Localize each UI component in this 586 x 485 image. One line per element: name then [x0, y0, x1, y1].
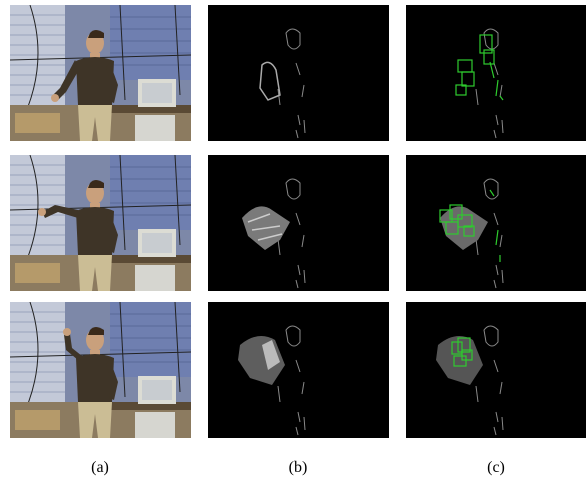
motion-row-3	[208, 302, 389, 438]
motion-row-1	[208, 5, 389, 141]
caption: (c)	[487, 459, 505, 476]
detection-row-3	[406, 302, 586, 438]
caption: (b)	[289, 459, 308, 476]
figure: (a) (b) (c)	[0, 0, 586, 485]
detection-row-2	[406, 155, 586, 291]
photo-row-1	[10, 5, 191, 141]
photo-row-2	[10, 155, 191, 291]
caption: (a)	[91, 459, 109, 476]
detection-row-1	[406, 5, 586, 141]
photo-row-3	[10, 302, 191, 438]
motion-row-2	[208, 155, 389, 291]
